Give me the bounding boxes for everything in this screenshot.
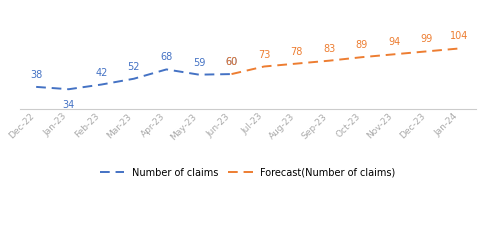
Text: 68: 68 [160,52,172,63]
Text: 42: 42 [95,68,108,78]
Text: 73: 73 [258,50,270,59]
Text: 78: 78 [290,47,303,57]
Text: 104: 104 [450,31,469,42]
Text: 60: 60 [226,57,238,67]
Text: 34: 34 [62,100,75,110]
Text: 38: 38 [30,70,42,80]
Text: 94: 94 [388,37,400,47]
Legend: Number of claims, Forecast(Number of claims): Number of claims, Forecast(Number of cla… [100,168,396,178]
Text: 99: 99 [421,34,433,44]
Text: 59: 59 [193,58,205,68]
Text: 89: 89 [356,40,368,50]
Text: 60: 60 [226,57,238,67]
Text: 52: 52 [128,62,140,72]
Text: 83: 83 [323,44,336,54]
